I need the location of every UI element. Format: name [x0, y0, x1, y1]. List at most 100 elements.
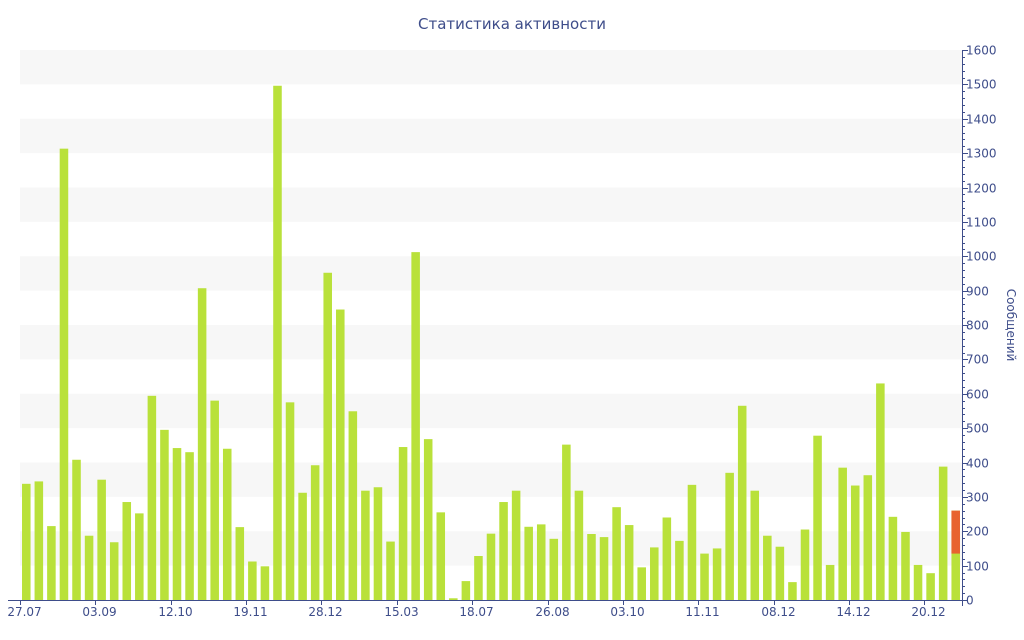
bar	[524, 526, 533, 600]
bar	[386, 541, 395, 600]
x-tick-label: 18.07	[459, 605, 493, 619]
x-tick-label: 14.12	[836, 605, 870, 619]
grid-band	[20, 325, 962, 360]
bar	[398, 447, 408, 600]
bar	[813, 435, 822, 600]
bar	[135, 513, 144, 600]
bar	[336, 309, 345, 600]
bar	[172, 448, 182, 600]
bar	[700, 553, 709, 600]
bar	[863, 475, 873, 600]
bar	[850, 485, 860, 600]
bar	[373, 487, 383, 600]
bar	[775, 546, 785, 600]
bar	[800, 529, 810, 600]
bar	[951, 510, 960, 600]
x-tick-label: 27.07	[7, 605, 41, 619]
bars	[22, 85, 960, 600]
bar	[486, 533, 496, 600]
bar	[285, 402, 295, 600]
bar	[938, 466, 948, 600]
bar	[574, 490, 584, 600]
bar	[222, 448, 232, 600]
bar	[235, 527, 245, 600]
bar	[361, 490, 370, 600]
bar	[298, 492, 307, 600]
bar	[624, 525, 634, 600]
x-tick-label: 08.12	[761, 605, 795, 619]
highlight-bar-segment	[951, 510, 960, 554]
y-tick-label: 1200	[966, 182, 997, 196]
bar	[348, 411, 358, 600]
y-tick-label: 700	[966, 353, 989, 367]
x-tick-label: 19.11	[233, 605, 267, 619]
y-tick-label: 1500	[966, 78, 997, 92]
axes	[8, 50, 966, 606]
bar	[788, 582, 797, 600]
y-tick-label: 100	[966, 560, 989, 574]
y-tick-label: 600	[966, 388, 989, 402]
bar	[423, 439, 433, 600]
x-tick-label: 03.10	[610, 605, 644, 619]
bar	[122, 502, 132, 600]
bar	[838, 467, 847, 600]
bar	[109, 542, 119, 600]
y-axis-label: Сообщений	[1004, 289, 1018, 362]
y-tick-label: 200	[966, 525, 989, 539]
bar	[562, 444, 571, 600]
x-tick-label: 26.08	[535, 605, 569, 619]
bar	[310, 465, 320, 600]
bar	[536, 524, 546, 600]
grid-band	[20, 256, 962, 291]
bar	[511, 490, 521, 600]
bar	[637, 567, 646, 600]
bar	[97, 479, 106, 600]
bar	[47, 526, 56, 600]
grid-band	[20, 187, 962, 222]
x-tick-label: 15.03	[384, 605, 418, 619]
y-tick-label: 400	[966, 457, 989, 471]
bar	[436, 512, 446, 600]
bar	[273, 85, 282, 600]
bar	[248, 561, 257, 600]
x-tick-label: 11.11	[685, 605, 719, 619]
bar	[160, 429, 169, 600]
bar	[260, 566, 270, 600]
bar	[750, 490, 760, 600]
bar	[59, 148, 69, 600]
bar	[84, 535, 94, 600]
bar	[913, 564, 923, 600]
bar	[675, 540, 684, 600]
bar	[737, 405, 747, 600]
x-ticks: 27.07 03.09 12.10 19.11 28.12 15.03 18.07 26.08…	[7, 600, 946, 619]
y-tick-label: 300	[966, 491, 989, 505]
bar	[612, 507, 621, 600]
y-tick-label: 900	[966, 285, 989, 299]
bar	[926, 573, 935, 600]
y-tick-label: 1000	[966, 250, 997, 264]
bar	[725, 472, 734, 600]
x-tick-label: 12.10	[158, 605, 192, 619]
bar	[411, 252, 420, 600]
x-tick-label: 03.09	[82, 605, 116, 619]
x-tick-label: 28.12	[308, 605, 342, 619]
y-ticks: 0 100 200 300 400 500 600 700 800 900 1000 1100 1200…	[962, 44, 997, 608]
bar	[599, 537, 609, 600]
grid-band	[20, 393, 962, 429]
bar	[549, 538, 559, 600]
bar	[876, 383, 885, 600]
bar	[888, 516, 898, 600]
y-tick-label: 800	[966, 319, 989, 333]
y-tick-label: 1400	[966, 113, 997, 127]
bar	[499, 502, 508, 600]
bar	[197, 288, 207, 600]
bar	[72, 459, 81, 600]
bar	[763, 535, 772, 600]
bar	[210, 400, 219, 600]
bar	[22, 483, 31, 600]
y-tick-label: 0	[966, 594, 974, 608]
bar	[662, 517, 672, 600]
bar	[825, 564, 835, 600]
